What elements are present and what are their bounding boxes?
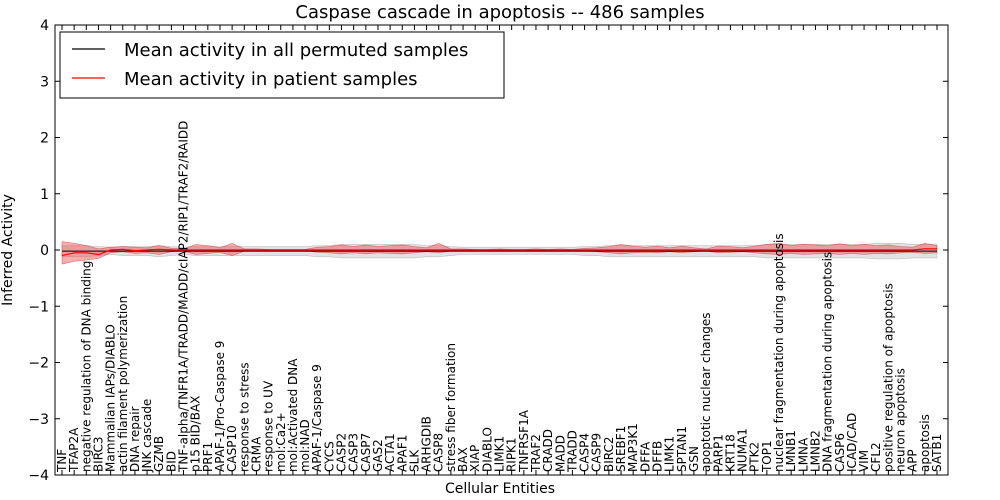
x-tick-label: NUMA1 [736, 428, 750, 472]
x-tick-label: DNA repair [128, 406, 142, 472]
x-tick-label: MADD [553, 435, 567, 472]
x-tick-label: p15 BID/BAX [189, 396, 203, 472]
x-tick-label: JNK cascade [140, 399, 154, 473]
x-tick-label: response to stress [237, 362, 251, 472]
x-tick-label: mol:Ca2+ [274, 412, 288, 472]
legend: Mean activity in all permuted samples Me… [59, 31, 505, 99]
x-tick-label: TRADD [565, 430, 579, 473]
x-tick-label: CASP10 [225, 425, 239, 472]
x-tick-label: stress fiber formation [444, 343, 458, 472]
x-tick-label: DNA fragmentation during apoptosis [821, 252, 835, 472]
x-tick-label: GZMB [152, 436, 166, 472]
y-tick-label: −3 [28, 412, 49, 428]
x-tick-label: neuron apoptosis [894, 368, 908, 472]
x-tick-label: CRADD [541, 429, 555, 472]
x-tick-label: TRAF2 [529, 434, 543, 473]
x-tick-label: APAF1 [395, 435, 409, 472]
y-tick-label: 2 [40, 131, 49, 147]
x-tick-label: negative regulation of DNA binding [79, 261, 93, 472]
x-tick-label: APAF-1/Caspase 9 [310, 364, 324, 472]
x-tick-label: CFL2 [869, 442, 883, 472]
x-tick-label: CASP7 [359, 433, 373, 472]
x-tick-label: BIRC3 [92, 437, 106, 473]
x-tick-label: CYCS [322, 441, 336, 472]
x-tick-label: apoptosis [918, 414, 932, 472]
x-tick-label: TOP1 [760, 440, 774, 473]
x-tick-label: ICAD/CAD [845, 413, 859, 472]
x-tick-label: VIM [857, 450, 871, 472]
x-tick-label: CRMA [249, 436, 263, 472]
x-tick-label: CASP4 [578, 433, 592, 472]
x-tick-label: SATB1 [930, 434, 944, 472]
x-tick-label: MAP3K1 [626, 423, 640, 472]
x-tick-label: apoptotic nuclear changes [699, 313, 713, 472]
x-tick-label: ACTA1 [383, 433, 397, 472]
x-tick-label: KRT18 [723, 434, 737, 472]
x-tick-label: DFFB [651, 441, 665, 472]
y-tick-label: −1 [28, 299, 49, 315]
x-tick-label: PTK2 [748, 442, 762, 472]
x-tick-label: CASP9 [590, 433, 604, 472]
x-tick-label: BAX [456, 447, 470, 472]
x-tick-label: RIPK1 [505, 437, 519, 472]
x-tick-label: CASP6 [833, 433, 847, 472]
x-tick-label: LMNB2 [809, 430, 823, 472]
x-tick-label: XIAP [468, 445, 482, 472]
x-tick-label: mol:NAD [298, 419, 312, 472]
x-tick-label: CASP8 [432, 433, 446, 472]
x-tick-label: DIABLO [480, 427, 494, 472]
x-tick-label: SPTAN1 [675, 426, 689, 472]
x-tick-label: APP [906, 449, 920, 472]
x-tick-label: LMNA [796, 437, 810, 472]
x-tick-label: Mammalian IAPs/DIABLO [104, 324, 118, 472]
x-tick-label: SLK [407, 449, 421, 472]
y-tick-label: −4 [28, 468, 49, 484]
legend-label-permuted: Mean activity in all permuted samples [124, 40, 468, 61]
x-tick-label: TNFRSF1A [517, 409, 531, 473]
x-tick-label: BIRC2 [602, 436, 616, 472]
x-tick-label: DFFA [638, 441, 652, 472]
x-tick-label: actin filament polymerization [116, 296, 130, 472]
x-tick-label: GAS2 [371, 439, 385, 472]
band-patient-samples [61, 241, 938, 265]
y-tick-label: 1 [40, 187, 49, 203]
x-tick-label: nuclear fragmentation during apoptosis [772, 233, 786, 472]
legend-box [59, 31, 505, 99]
x-tick-label: LIMK1 [663, 436, 677, 472]
x-tick-label: SREBF1 [614, 426, 628, 472]
y-tick-label: −2 [28, 356, 49, 372]
x-tick-label: BID [164, 451, 178, 472]
x-tick-label: LMNB1 [784, 430, 798, 472]
x-tick-label: TNF-alpha/TNFR1A/TRADD/MADD/cIAP2/RIP1/T… [177, 121, 191, 473]
x-tick-label: CASP2 [335, 433, 349, 472]
x-tick-label: LIMK1 [493, 436, 507, 472]
x-axis-label: Cellular Entities [445, 481, 555, 497]
x-tick-label: ARHGDIB [420, 416, 434, 472]
chart-title: Caspase cascade in apoptosis -- 486 samp… [295, 2, 704, 23]
x-tick-label: response to UV [262, 380, 276, 472]
x-tick-label: CASP3 [347, 433, 361, 472]
x-tick-label: APAF-1/Pro-Caspase 9 [213, 341, 227, 472]
x-tick-label: TNF [55, 449, 69, 473]
x-tick-label: PRF1 [201, 442, 215, 472]
x-tick-label: GSN [687, 446, 701, 472]
line-patient-samples [61, 248, 937, 257]
y-tick-label: 3 [40, 74, 49, 90]
y-tick-label: 4 [40, 18, 49, 34]
x-tick-label: TFAP2A [67, 427, 81, 473]
x-tick-label: positive regulation of apoptosis [881, 283, 895, 472]
x-tick-label: mol:Activated DNA [286, 358, 300, 472]
legend-label-patient: Mean activity in patient samples [124, 69, 418, 90]
x-tick-label: PARP1 [711, 434, 725, 472]
y-tick-label: 0 [40, 243, 49, 259]
y-axis-label: Inferred Activity [0, 194, 16, 306]
